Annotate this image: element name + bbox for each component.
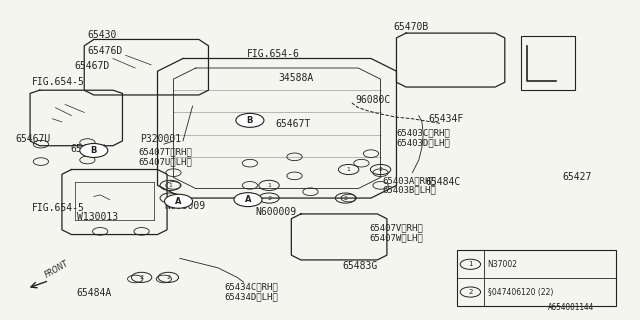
Text: 2: 2 [166, 275, 170, 280]
Text: 2: 2 [468, 289, 472, 295]
Text: 2: 2 [344, 196, 348, 201]
Text: 65407V〈RH〉: 65407V〈RH〉 [370, 224, 424, 233]
Text: 1: 1 [468, 261, 472, 267]
Text: B: B [246, 116, 253, 125]
Text: 65403D〈LH〉: 65403D〈LH〉 [396, 138, 450, 147]
Text: 65434D〈LH〉: 65434D〈LH〉 [225, 292, 278, 301]
Text: 65484C: 65484C [425, 177, 460, 187]
Text: 2: 2 [267, 196, 271, 201]
Text: A: A [175, 197, 182, 206]
Text: 1: 1 [347, 167, 351, 172]
Text: 65407T〈RH〉: 65407T〈RH〉 [138, 148, 192, 156]
Text: 96080C: 96080C [355, 95, 390, 105]
Text: 1: 1 [267, 183, 271, 188]
Text: 65467D: 65467D [75, 61, 110, 71]
Circle shape [80, 143, 108, 157]
Bar [457, 251, 616, 306]
Text: P320001: P320001 [140, 134, 181, 144]
Text: 65467T: 65467T [275, 118, 310, 129]
Text: 65476D: 65476D [88, 45, 123, 56]
Text: 2: 2 [168, 196, 172, 201]
Text: 65484A: 65484A [77, 288, 112, 298]
Text: 65403C〈RH〉: 65403C〈RH〉 [396, 129, 450, 138]
Text: 34588A: 34588A [278, 73, 314, 83]
Circle shape [236, 113, 264, 127]
Text: 65470B: 65470B [394, 22, 429, 32]
Text: B: B [91, 146, 97, 155]
Text: N600009: N600009 [255, 207, 296, 217]
Text: 65427: 65427 [562, 172, 591, 182]
Circle shape [164, 194, 193, 208]
Text: 65403A〈RH〉: 65403A〈RH〉 [383, 176, 436, 185]
Text: 65483G: 65483G [342, 261, 378, 271]
Text: FIG.654-6: FIG.654-6 [246, 49, 300, 59]
Text: 2: 2 [140, 275, 143, 280]
Circle shape [234, 193, 262, 207]
Text: W130013: W130013 [77, 212, 118, 222]
Text: 65467U: 65467U [15, 134, 51, 144]
Text: FRONT: FRONT [43, 259, 70, 279]
Text: A: A [244, 195, 252, 204]
Text: 65407U〈LH〉: 65407U〈LH〉 [138, 157, 192, 166]
Text: 2: 2 [378, 167, 383, 172]
Text: 65403B〈LH〉: 65403B〈LH〉 [383, 186, 436, 195]
Text: N600009: N600009 [164, 201, 205, 211]
Text: 1: 1 [168, 183, 172, 188]
Bar [521, 36, 575, 90]
Text: A654001144: A654001144 [548, 303, 594, 312]
Text: 65434C〈RH〉: 65434C〈RH〉 [225, 282, 278, 292]
Text: N37002: N37002 [488, 260, 518, 269]
Text: 65467U: 65467U [70, 144, 106, 154]
Text: §047406120 (22): §047406120 (22) [488, 288, 553, 297]
Text: FIG.654-5: FIG.654-5 [32, 203, 85, 212]
Text: FIG.654-5: FIG.654-5 [32, 77, 85, 87]
Text: 65407W〈LH〉: 65407W〈LH〉 [370, 233, 424, 242]
Text: 65430: 65430 [88, 30, 116, 40]
Text: 65434F: 65434F [428, 114, 463, 124]
